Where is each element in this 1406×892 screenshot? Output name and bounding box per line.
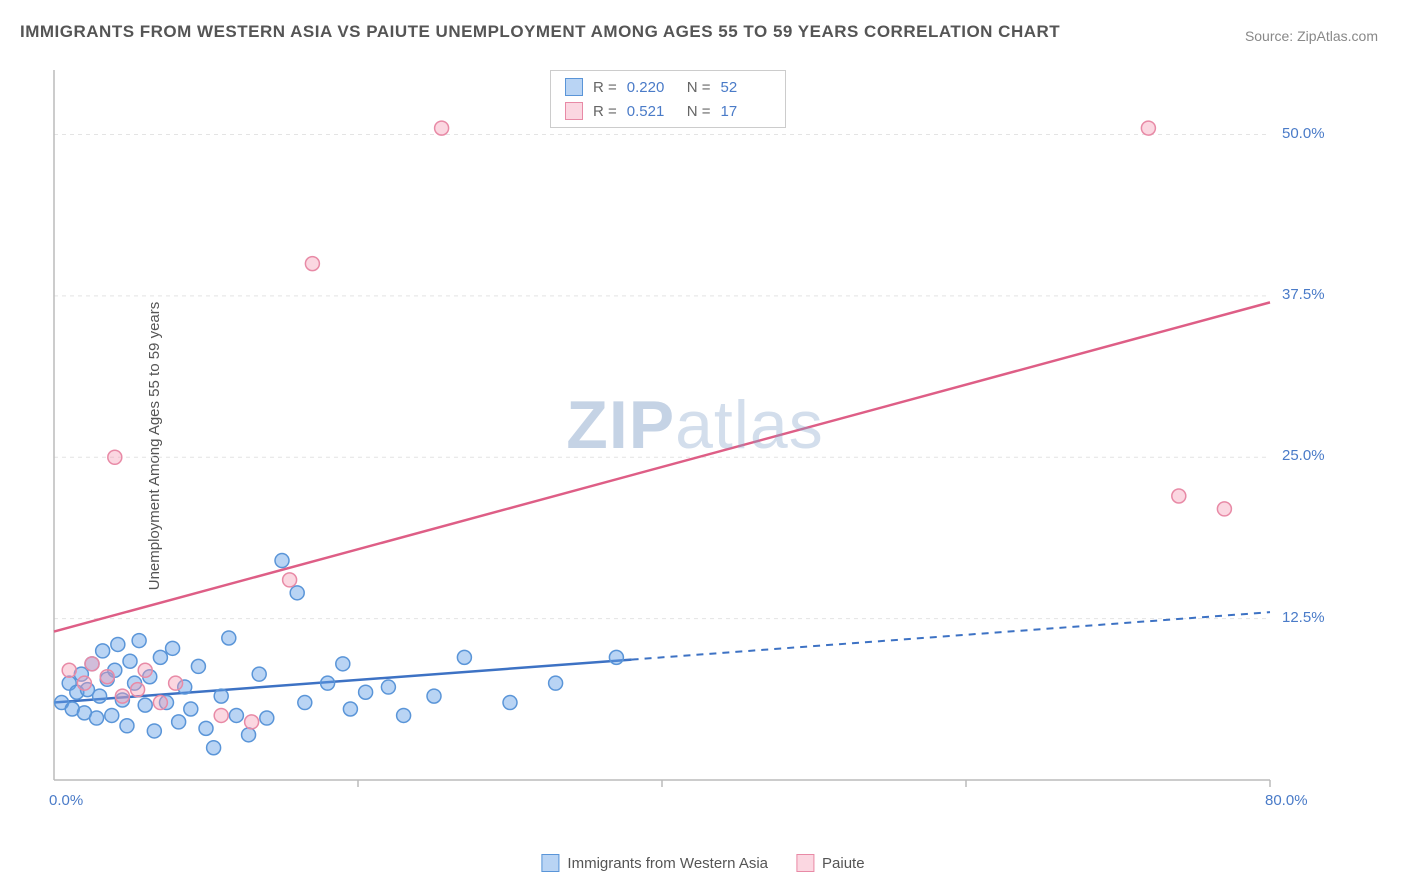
legend-r-value: 0.521 xyxy=(627,103,677,120)
legend-top: R = 0.220 N = 52 R = 0.521 N = 17 xyxy=(550,70,786,128)
legend-r-value: 0.220 xyxy=(627,79,677,96)
scatter-plot-svg xyxy=(50,60,1340,820)
legend-swatch xyxy=(565,102,583,120)
x-tick-label: 80.0% xyxy=(1265,792,1308,809)
legend-bottom-item: Immigrants from Western Asia xyxy=(541,854,768,872)
chart-area: ZIPatlas 0.0%80.0%12.5%25.0%37.5%50.0% xyxy=(50,60,1340,820)
legend-swatch xyxy=(541,854,559,872)
legend-bottom-item: Paiute xyxy=(796,854,865,872)
legend-series-label: Paiute xyxy=(822,855,865,872)
legend-n-label: N = xyxy=(687,79,711,96)
legend-swatch xyxy=(565,78,583,96)
y-tick-label: 25.0% xyxy=(1282,447,1325,464)
legend-series-label: Immigrants from Western Asia xyxy=(567,855,768,872)
source-attribution: Source: ZipAtlas.com xyxy=(1245,28,1378,44)
chart-title: IMMIGRANTS FROM WESTERN ASIA VS PAIUTE U… xyxy=(20,22,1060,42)
legend-n-value: 17 xyxy=(721,103,771,120)
legend-r-label: R = xyxy=(593,79,617,96)
legend-r-label: R = xyxy=(593,103,617,120)
x-tick-label: 0.0% xyxy=(49,792,83,809)
legend-n-value: 52 xyxy=(721,79,771,96)
y-tick-label: 12.5% xyxy=(1282,609,1325,626)
legend-swatch xyxy=(796,854,814,872)
legend-row: R = 0.220 N = 52 xyxy=(551,75,785,99)
legend-n-label: N = xyxy=(687,103,711,120)
y-tick-label: 50.0% xyxy=(1282,125,1325,142)
y-tick-label: 37.5% xyxy=(1282,286,1325,303)
legend-bottom: Immigrants from Western Asia Paiute xyxy=(541,854,864,872)
legend-row: R = 0.521 N = 17 xyxy=(551,99,785,123)
